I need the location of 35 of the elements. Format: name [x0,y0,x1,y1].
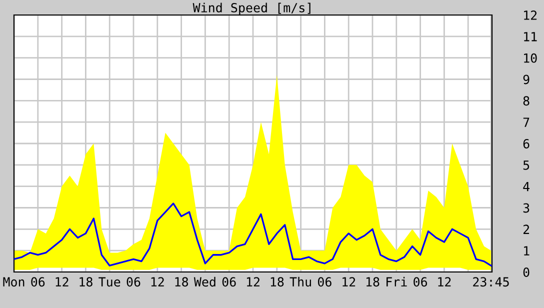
y-tick-label: 4 [523,182,530,192]
y-tick-label: 1 [524,246,530,256]
y-tick-label: 7 [523,118,530,127]
y-tick-label: 10 [524,53,537,63]
y-tick-label: 8 [523,96,530,106]
y-tick-label: 11 [524,32,537,42]
x-tick-label: Thu [290,276,311,287]
x-tick-label: 06 [126,277,140,287]
x-tick-label: 18 [270,277,284,287]
x-tick-label: 18 [366,277,380,287]
line-series [14,202,492,266]
x-tick-label: 12 [342,277,356,286]
x-tick-label: 06 [31,277,45,287]
x-tick-label: 12 [246,277,260,286]
chart-title: Wind Speed [m/s] [192,2,310,15]
y-tick-label: 9 [523,74,530,84]
x-tick-label: 06 [414,277,428,287]
x-tick-label: 12 [438,277,451,286]
x-tick-label: 18 [80,277,92,287]
y-tick-label: 5 [523,160,530,170]
x-tick-label: Mon [3,277,24,287]
x-tick-label: 06 [222,277,236,287]
x-tick-label: Fri [386,276,407,286]
y-tick-label: 3 [523,203,530,213]
x-tick-label: 06 [318,277,332,287]
x-tick-label: 12 [56,277,68,286]
x-tick-label: Wed [194,276,216,287]
y-tick-label: 0 [523,268,530,277]
x-tick-label: 18 [175,277,188,287]
y-tick-label: 2 [523,224,530,234]
y-tick-label: 12 [524,10,537,20]
x-tick-label: Tue [98,277,120,287]
x-tick-label: 12 [151,277,164,286]
x-tick-label: 23:45 [473,277,509,287]
y-tick-label: 6 [523,139,530,148]
